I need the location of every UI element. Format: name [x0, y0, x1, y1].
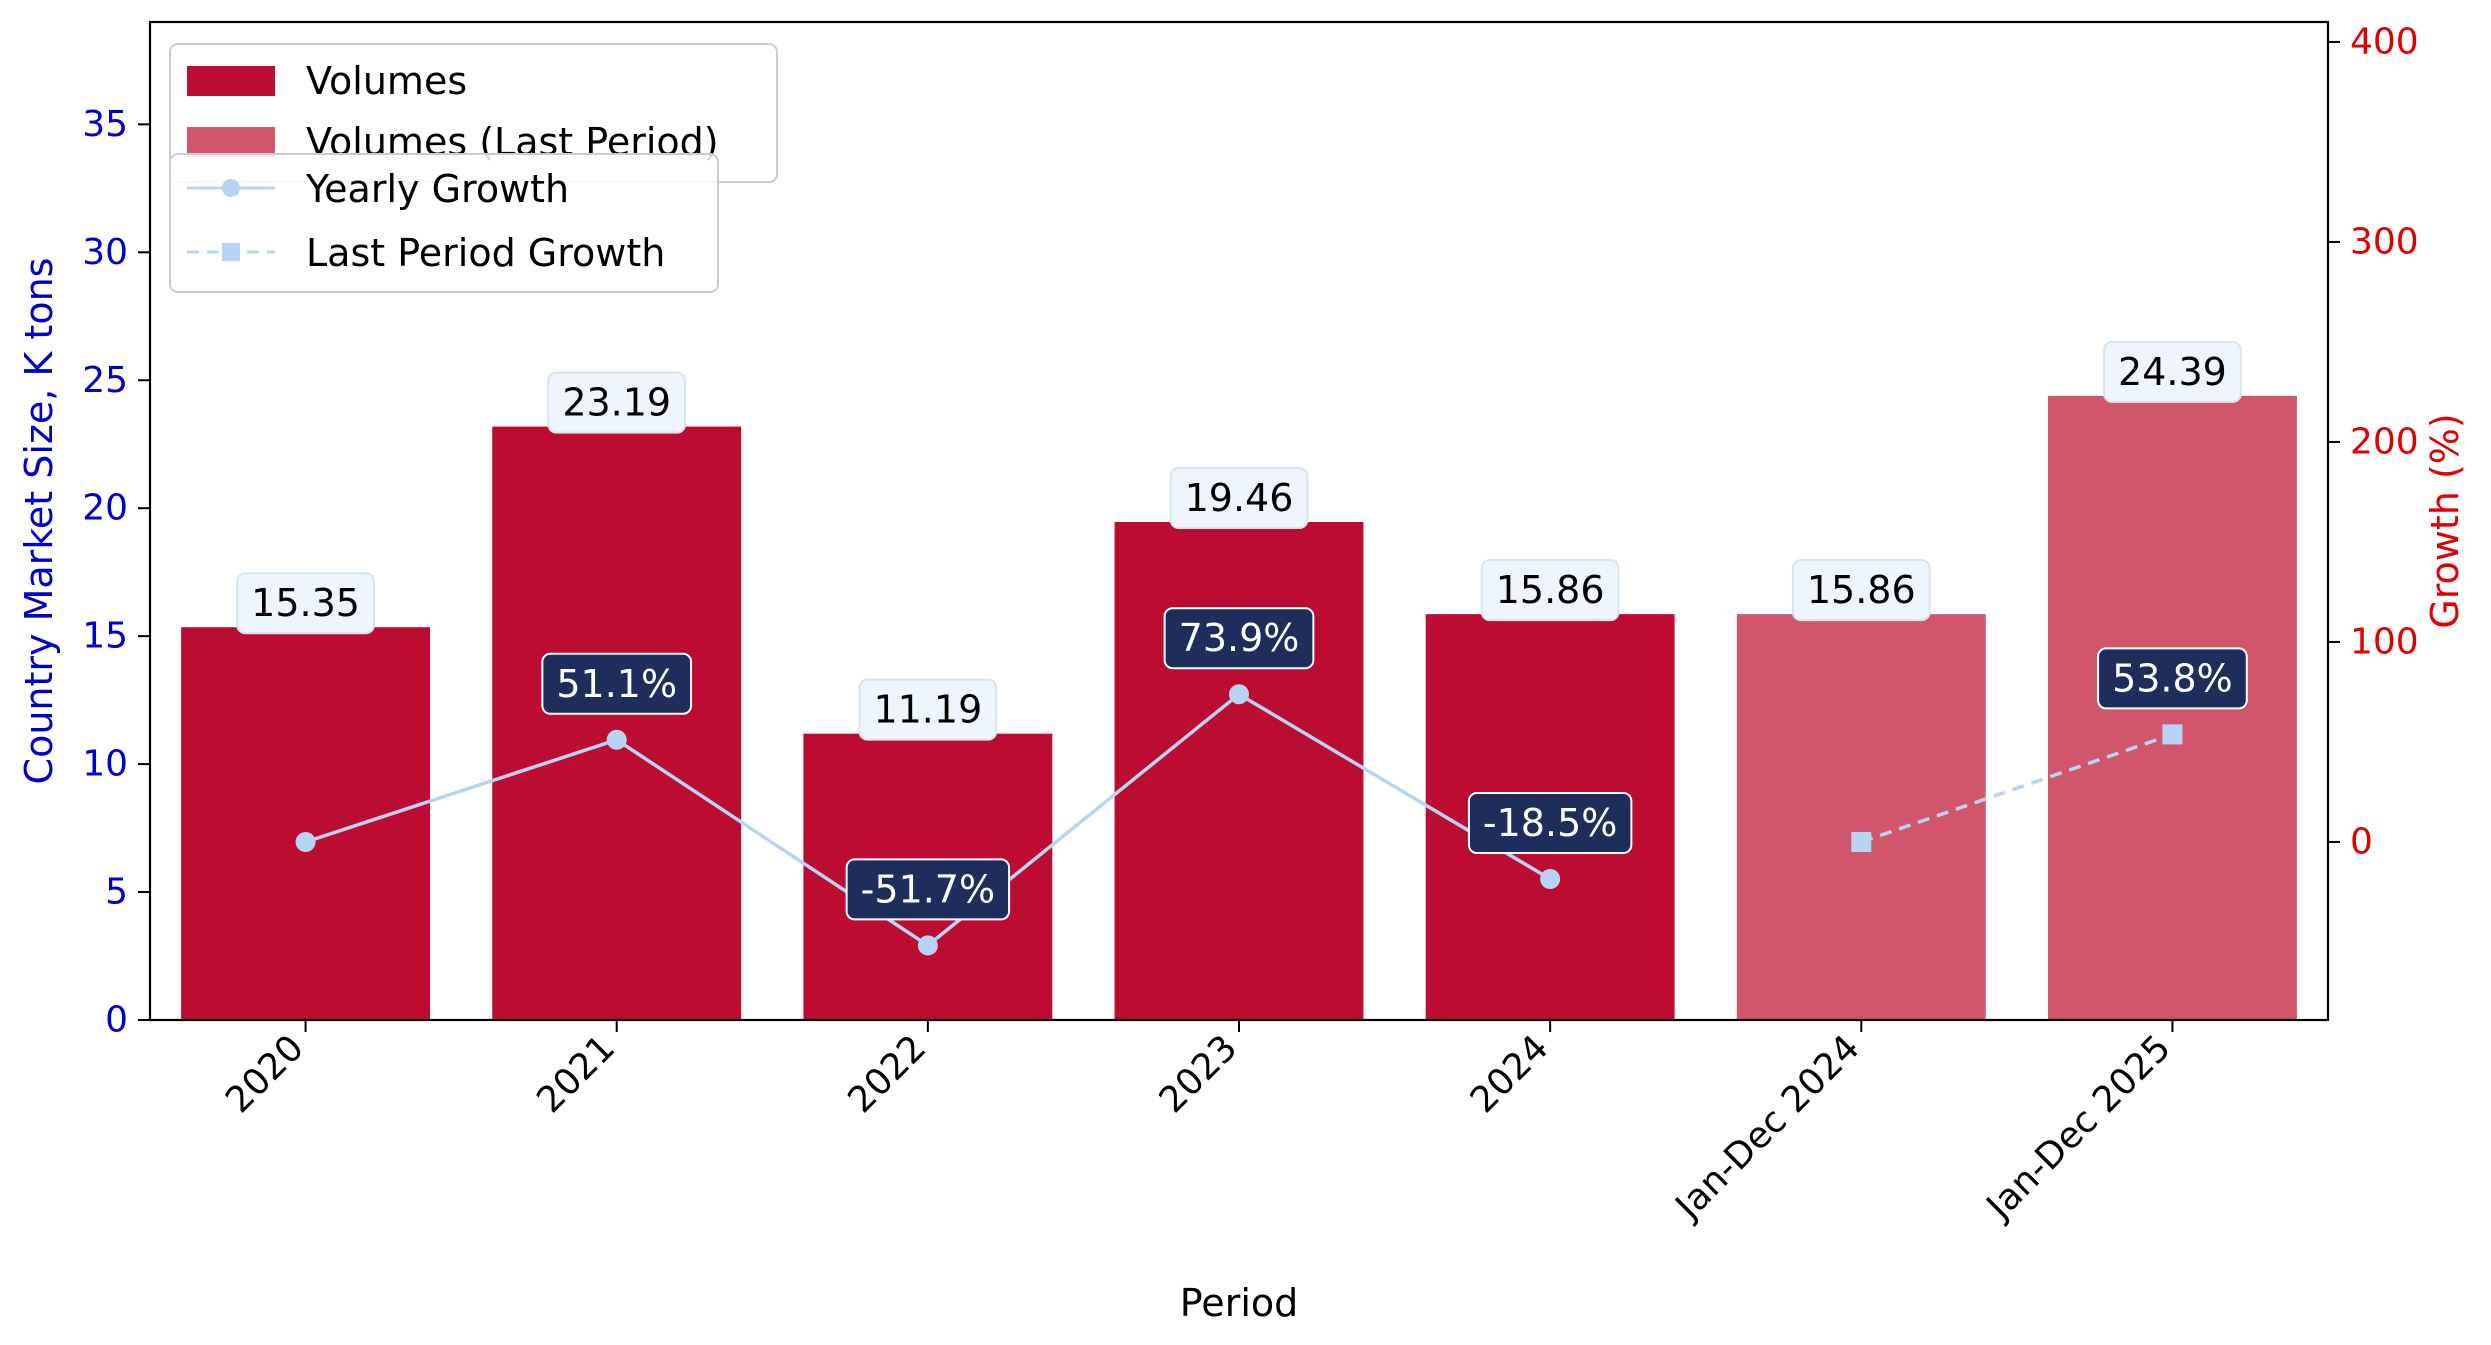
legend-label-yearly-growth: Yearly Growth [305, 167, 569, 211]
x-axis-title: Period [1180, 1281, 1299, 1325]
left-tick-label: 5 [105, 872, 128, 913]
growth-value-label-text: 51.1% [556, 662, 677, 706]
growth-value-label: 53.8% [2097, 647, 2248, 710]
growth-value-label-box [2097, 647, 2248, 710]
bar-value-label-text: 11.19 [873, 688, 982, 732]
growth-value-label-box [1467, 792, 1633, 854]
growth-marker [1540, 869, 1561, 889]
bar-2020 [181, 627, 431, 1020]
x-tick-label: 2022 [840, 1027, 934, 1121]
x-axis: 2020 2021 2022 2023 2024 Jan-Dec 2024 Jan-Dec … [218, 1020, 2179, 1228]
left-tick-label: 15 [82, 616, 128, 657]
growth-marker [295, 832, 316, 852]
right-tick-label: 200 [2350, 422, 2419, 463]
growth-value-label-box [1163, 607, 1315, 670]
bar-value-label-text: 15.86 [1807, 568, 1916, 612]
growth-value-label: 51.1% [541, 652, 693, 715]
bar-value-label-box [2103, 340, 2242, 403]
bar-value-label: 19.46 [1169, 467, 1309, 530]
x-tick-label: 2021 [529, 1027, 623, 1121]
bar-value-label-text: 24.39 [2118, 350, 2227, 394]
growth-marker [917, 935, 938, 956]
legend-marker-yearly-growth [222, 179, 240, 197]
x-tick-label: 2023 [1152, 1027, 1246, 1121]
growth-marker [2162, 724, 2183, 745]
x-tick-label: 2024 [1463, 1027, 1557, 1121]
growth-value-label: -51.7% [845, 858, 1011, 921]
left-tick-label: 35 [82, 104, 128, 145]
bar-value-label: 15.35 [236, 572, 375, 635]
legend-box-growth [169, 153, 719, 293]
legend-label-volumes: Volumes [306, 59, 467, 103]
legend-growth: Yearly Growth Last Period Growth [169, 153, 719, 293]
bar-value-label-text: 15.35 [251, 581, 360, 625]
right-tick-label: 400 [2350, 22, 2419, 63]
bar-value-label-box [858, 678, 998, 741]
y-axis-title: Country Market Size, K tons [17, 258, 61, 785]
bar-value-label: 24.39 [2103, 340, 2242, 403]
growth-value-label-text: -51.7% [861, 867, 995, 911]
growth-value-label-text: -18.5% [1483, 801, 1617, 845]
growth-value-label: -18.5% [1467, 792, 1633, 854]
left-axis: 0 5 10 15 20 25 30 35 [82, 104, 150, 1041]
growth-value-label-box [845, 858, 1011, 921]
legend-marker-last-period-growth [222, 243, 240, 261]
left-tick-label: 20 [82, 488, 128, 529]
legend-swatch-volumes [187, 66, 275, 96]
last-period-growth-line [1860, 732, 2174, 844]
bar-value-label-box [547, 371, 687, 434]
bar-value-label: 15.86 [1480, 559, 1620, 622]
growth-marker [1229, 684, 1249, 705]
legend-label-last-period-growth: Last Period Growth [306, 231, 665, 275]
right-tick-label: 100 [2350, 622, 2419, 663]
bar-value-label-box [236, 572, 375, 635]
bar-value-label: 11.19 [858, 678, 998, 741]
left-tick-label: 25 [82, 360, 128, 401]
bar-value-label-box [1169, 467, 1309, 530]
y2-axis-title: Growth (%) [2423, 413, 2467, 628]
growth-value-label-text: 73.9% [1179, 616, 1300, 660]
bar-value-label-box [1480, 559, 1620, 622]
right-tick-label: 0 [2350, 822, 2373, 863]
growth-lines-layer [295, 684, 2183, 956]
bar-value-label-text: 15.86 [1496, 568, 1605, 612]
growth-marker [1851, 832, 1872, 852]
left-tick-label: 30 [82, 232, 128, 273]
growth-value-label-text: 53.8% [2112, 656, 2233, 700]
legend-swatch-last-period [187, 127, 275, 157]
growth-value-label: 73.9% [1163, 607, 1315, 670]
labels-layer: 15.35 23.19 11.19 19.46 15.86 15.86 24.39 51.1%… [236, 340, 2248, 921]
bar-value-label: 23.19 [547, 371, 687, 434]
bar-value-label-box [1791, 559, 1931, 622]
left-tick-label: 10 [82, 744, 128, 785]
right-axis: 0 100 200 300 400 [2328, 22, 2419, 863]
bar-value-label-text: 23.19 [562, 381, 671, 425]
x-tick-label: Jan-Dec 2025 [1978, 1027, 2179, 1228]
growth-value-label-box [541, 652, 693, 715]
bar-2023 [1114, 522, 1364, 1020]
right-tick-label: 300 [2350, 222, 2419, 263]
growth-marker [606, 729, 627, 750]
x-tick-label: 2020 [218, 1027, 312, 1121]
bar-2021 [492, 426, 742, 1020]
bar-value-label-text: 19.46 [1185, 476, 1294, 520]
bar-jan-dec-2024 [1736, 614, 1986, 1020]
bar-value-label: 15.86 [1791, 559, 1931, 622]
left-tick-label: 0 [105, 1000, 128, 1041]
x-tick-label: Jan-Dec 2024 [1667, 1027, 1868, 1228]
